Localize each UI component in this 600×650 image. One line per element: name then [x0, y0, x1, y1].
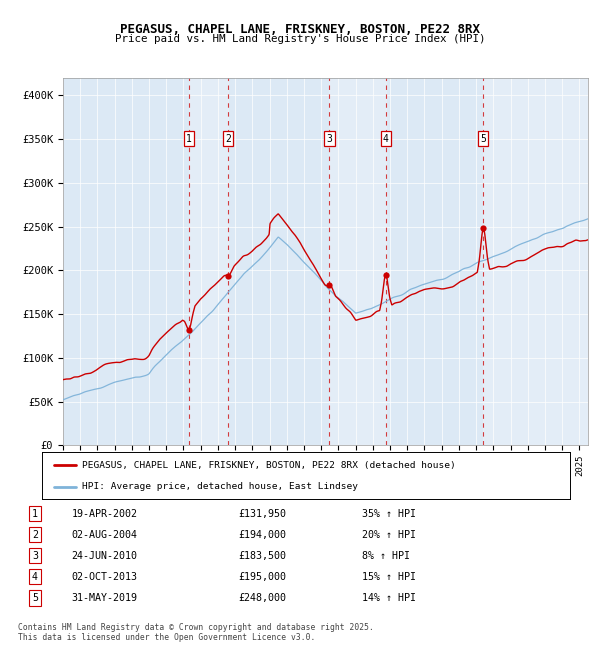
Text: 24-JUN-2010: 24-JUN-2010 [71, 551, 137, 561]
Text: £195,000: £195,000 [238, 572, 286, 582]
Text: 5: 5 [481, 134, 486, 144]
Bar [188, 78, 228, 445]
Text: 14% ↑ HPI: 14% ↑ HPI [362, 593, 416, 603]
Text: 3: 3 [32, 551, 38, 561]
Text: Price paid vs. HM Land Registry's House Price Index (HPI): Price paid vs. HM Land Registry's House … [115, 34, 485, 44]
Text: PEGASUS, CHAPEL LANE, FRISKNEY, BOSTON, PE22 8RX: PEGASUS, CHAPEL LANE, FRISKNEY, BOSTON, … [120, 23, 480, 36]
Text: 2: 2 [225, 134, 231, 144]
Text: £248,000: £248,000 [238, 593, 286, 603]
Text: £183,500: £183,500 [238, 551, 286, 561]
Text: HPI: Average price, detached house, East Lindsey: HPI: Average price, detached house, East… [82, 482, 358, 491]
Text: 3: 3 [326, 134, 332, 144]
Text: 19-APR-2002: 19-APR-2002 [71, 508, 137, 519]
Text: 1: 1 [32, 508, 38, 519]
Text: 4: 4 [32, 572, 38, 582]
Text: 20% ↑ HPI: 20% ↑ HPI [362, 530, 416, 540]
Text: 15% ↑ HPI: 15% ↑ HPI [362, 572, 416, 582]
Bar [329, 78, 386, 445]
Text: 02-OCT-2013: 02-OCT-2013 [71, 572, 137, 582]
Text: Contains HM Land Registry data © Crown copyright and database right 2025.
This d: Contains HM Land Registry data © Crown c… [18, 623, 374, 642]
Text: £194,000: £194,000 [238, 530, 286, 540]
Bar [484, 78, 588, 445]
Text: £131,950: £131,950 [238, 508, 286, 519]
Text: 2: 2 [32, 530, 38, 540]
Text: 35% ↑ HPI: 35% ↑ HPI [362, 508, 416, 519]
Text: 4: 4 [383, 134, 389, 144]
Text: 1: 1 [186, 134, 191, 144]
Text: PEGASUS, CHAPEL LANE, FRISKNEY, BOSTON, PE22 8RX (detached house): PEGASUS, CHAPEL LANE, FRISKNEY, BOSTON, … [82, 461, 455, 469]
Text: 5: 5 [32, 593, 38, 603]
Text: 31-MAY-2019: 31-MAY-2019 [71, 593, 137, 603]
Text: 02-AUG-2004: 02-AUG-2004 [71, 530, 137, 540]
Text: 8% ↑ HPI: 8% ↑ HPI [362, 551, 410, 561]
